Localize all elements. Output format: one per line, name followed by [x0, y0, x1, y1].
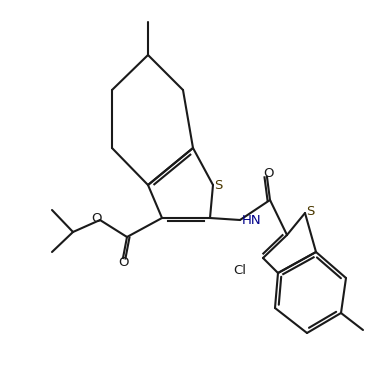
Text: O: O — [118, 256, 128, 269]
Text: O: O — [91, 211, 101, 224]
Text: Cl: Cl — [234, 263, 247, 276]
Text: O: O — [264, 166, 274, 179]
Text: S: S — [306, 204, 314, 217]
Text: S: S — [214, 179, 222, 192]
Text: HN: HN — [242, 214, 262, 227]
